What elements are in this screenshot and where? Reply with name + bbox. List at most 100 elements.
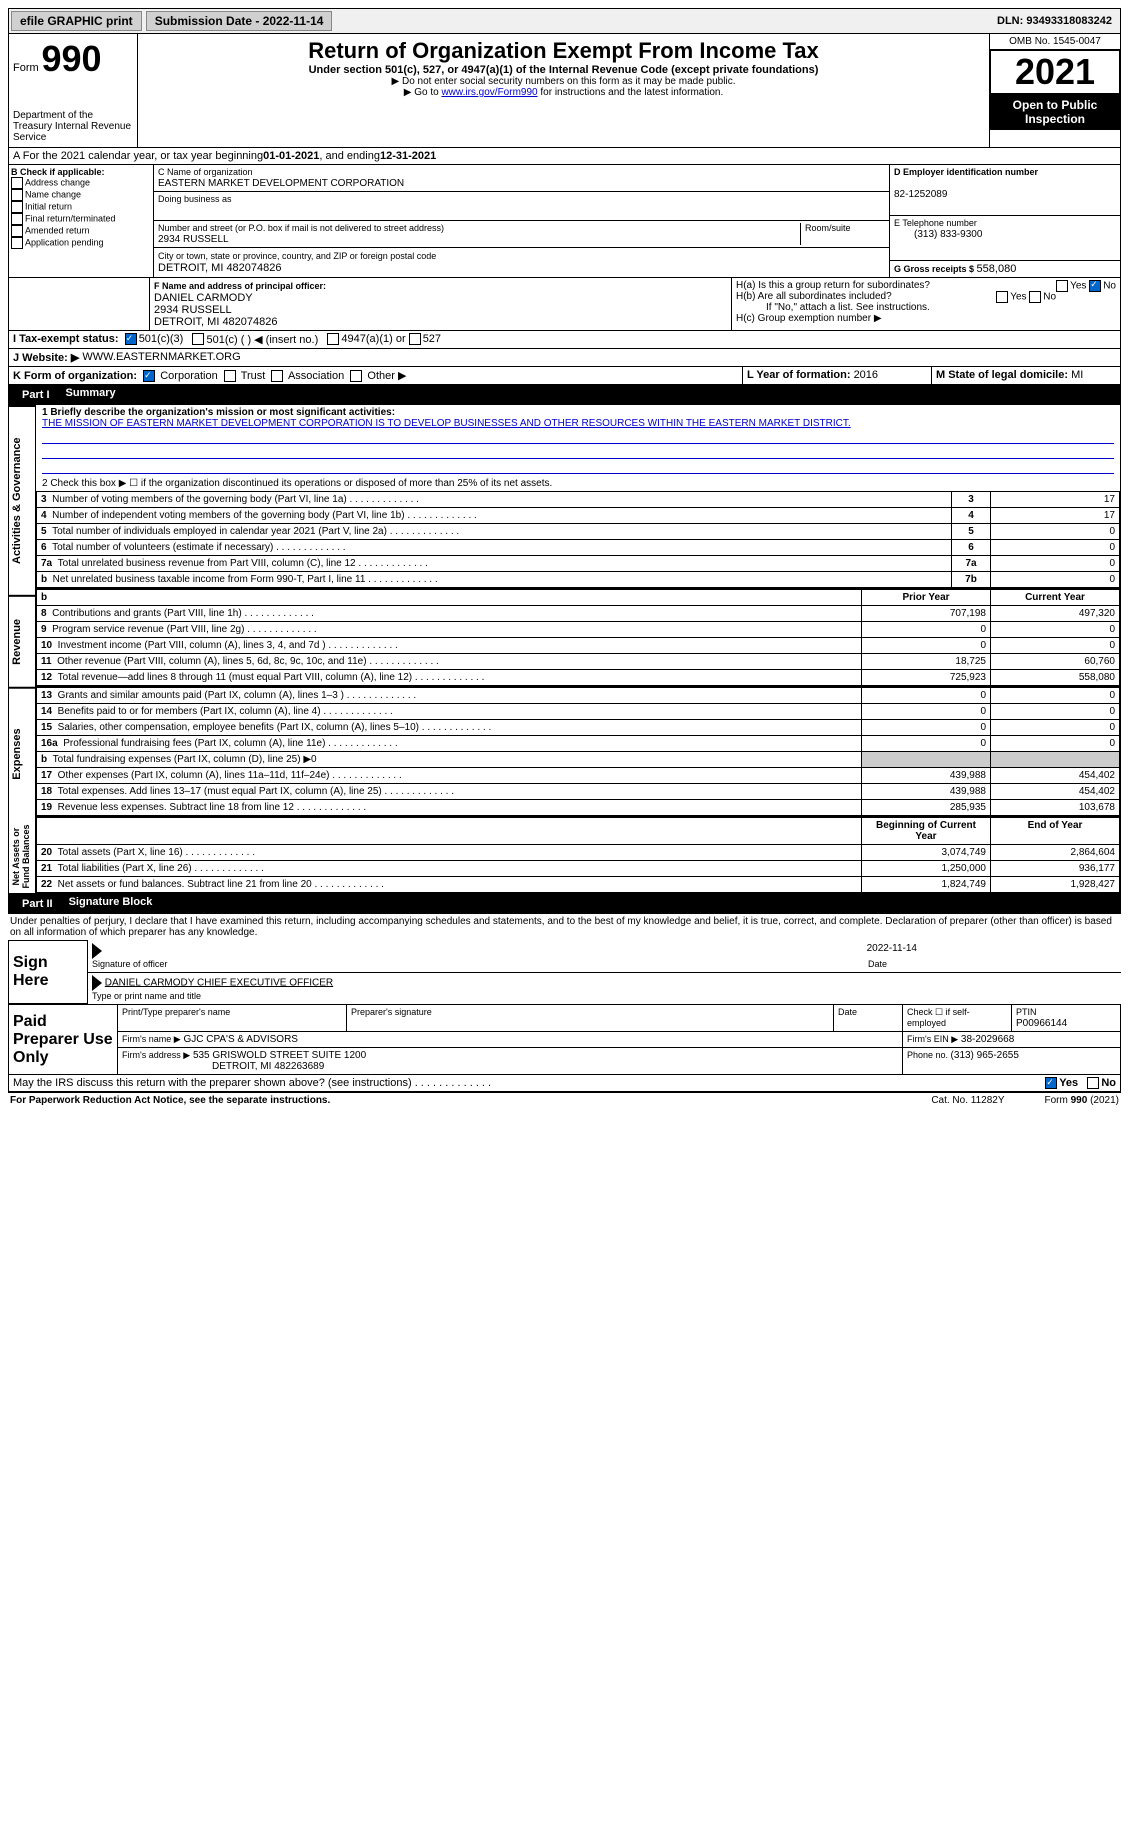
firm-addr2: DETROIT, MI 482263689 [122,1061,324,1072]
side-activities: Activities & Governance [9,405,35,595]
table-row: 4 Number of independent voting members o… [37,508,1120,524]
ptin-value: P00966144 [1016,1018,1067,1029]
footer-form: 990 [1071,1095,1088,1106]
state-domicile: MI [1071,369,1083,381]
side-revenue: Revenue [9,595,35,687]
checkbox-trust[interactable] [224,370,236,382]
governance-table: 3 Number of voting members of the govern… [36,491,1120,588]
hb-no[interactable] [1029,291,1041,303]
checkbox-application-pending[interactable] [11,237,23,249]
checkbox-other[interactable] [350,370,362,382]
checkbox-address-change[interactable] [11,177,23,189]
table-row: 12 Total revenue—add lines 8 through 11 … [37,670,1120,686]
date-label: Date [868,959,1117,969]
addr-label: Number and street (or P.O. box if mail i… [158,223,444,233]
checkbox-amended[interactable] [11,225,23,237]
checkbox-corporation[interactable] [143,370,155,382]
period-row: A For the 2021 calendar year, or tax yea… [8,148,1121,165]
officer-addr1: 2934 RUSSELL [154,304,232,316]
open-public-badge: Open to Public Inspection [990,94,1120,130]
part2-header: Part II Signature Block [8,894,1121,914]
discuss-yes[interactable] [1045,1077,1057,1089]
line1-label: 1 Briefly describe the organization's mi… [42,407,395,418]
checkbox-4947[interactable] [327,333,339,345]
omb-number: OMB No. 1545-0047 [990,34,1120,50]
efile-print-button[interactable]: efile GRAPHIC print [11,11,142,31]
side-net: Net Assets or Fund Balances [9,820,35,893]
dept-label: Department of the Treasury Internal Reve… [13,110,133,143]
checkbox-initial-return[interactable] [11,201,23,213]
sig-officer-label: Signature of officer [92,959,167,969]
ha-label: H(a) Is this a group return for subordin… [736,280,930,291]
table-row: 5 Total number of individuals employed i… [37,524,1120,540]
section-j-label: J Website: ▶ [13,351,79,364]
phone-label: E Telephone number [894,218,977,228]
officer-addr2: DETROIT, MI 482074826 [154,316,278,328]
tax-year: 2021 [990,50,1120,94]
table-row: 17 Other expenses (Part IX, column (A), … [37,768,1120,784]
website-url: WWW.EASTERNMARKET.ORG [82,351,240,364]
hc-label: H(c) Group exemption number ▶ [736,313,1116,324]
topbar: efile GRAPHIC print Submission Date - 20… [8,8,1121,34]
table-row: 13 Grants and similar amounts paid (Part… [37,687,1120,704]
gross-receipts-value: 558,080 [977,263,1017,275]
table-row: 8 Contributions and grants (Part VIII, l… [37,606,1120,622]
section-b-label: B Check if applicable: [11,167,105,177]
sign-here-label: Sign Here [13,954,49,989]
arrow-icon [92,975,102,991]
org-name: EASTERN MARKET DEVELOPMENT CORPORATION [158,178,404,189]
ha-yes[interactable] [1056,280,1068,292]
discuss-no[interactable] [1087,1077,1099,1089]
city-label: City or town, state or province, country… [158,251,436,261]
instruction-2: ▶ Go to www.irs.gov/Form990 for instruct… [142,87,985,98]
city-state-zip: DETROIT, MI 482074826 [158,262,282,274]
section-k-label: K Form of organization: [13,370,137,382]
table-row: 3 Number of voting members of the govern… [37,492,1120,508]
irs-link[interactable]: www.irs.gov/Form990 [441,87,537,98]
checkbox-association[interactable] [271,370,283,382]
ha-no[interactable] [1089,280,1101,292]
hb-label: H(b) Are all subordinates included? [736,291,892,302]
expenses-table: 13 Grants and similar amounts paid (Part… [36,686,1120,816]
submission-date-button[interactable]: Submission Date - 2022-11-14 [146,11,333,31]
table-row: 11 Other revenue (Part VIII, column (A),… [37,654,1120,670]
section-i-label: I Tax-exempt status: [13,333,119,346]
gross-receipts-label: G Gross receipts $ [894,264,977,274]
officer-block: F Name and address of principal officer:… [8,278,1121,331]
paperwork-notice: For Paperwork Reduction Act Notice, see … [10,1095,330,1106]
table-row: b Total fundraising expenses (Part IX, c… [37,752,1120,768]
cat-no: Cat. No. 11282Y [931,1095,1004,1106]
net-assets-table: Beginning of Current Year End of Year 20… [36,816,1120,893]
website-row: J Website: ▶ WWW.EASTERNMARKET.ORG [8,349,1121,367]
table-row: 22 Net assets or fund balances. Subtract… [37,877,1120,893]
table-row: 10 Investment income (Part VIII, column … [37,638,1120,654]
checkbox-name-change[interactable] [11,189,23,201]
arrow-icon [92,943,102,959]
dln-label: DLN: 93493318083242 [989,13,1120,29]
part1-header: Part I Summary [8,385,1121,405]
type-name-label: Type or print name and title [92,991,201,1001]
year-formation: 2016 [854,369,878,381]
part1-body: Activities & Governance Revenue Expenses… [8,405,1121,894]
table-row: b Net unrelated business taxable income … [37,572,1120,588]
table-row: 19 Revenue less expenses. Subtract line … [37,800,1120,816]
firm-name: GJC CPA'S & ADVISORS [183,1034,298,1045]
hb-yes[interactable] [996,291,1008,303]
form-title: Return of Organization Exempt From Incom… [142,38,985,64]
checkbox-501c3[interactable] [125,333,137,345]
room-label: Room/suite [805,223,851,233]
form-number: 990 [41,38,101,79]
form-label: Form [13,62,39,74]
checkbox-final-return[interactable] [11,213,23,225]
ein-value: 82-1252089 [894,189,947,200]
firm-phone: (313) 965-2655 [951,1050,1019,1061]
firm-ein: 38-2029668 [961,1034,1014,1045]
line2: 2 Check this box ▶ ☐ if the organization… [36,476,1120,491]
officer-printed-name: DANIEL CARMODY CHIEF EXECUTIVE OFFICER [105,977,333,988]
paid-preparer-label: Paid Preparer Use Only [13,1013,113,1066]
sig-date: 2022-11-14 [867,943,1117,954]
checkbox-527[interactable] [409,333,421,345]
discuss-row: May the IRS discuss this return with the… [8,1075,1121,1093]
checkbox-501c[interactable] [192,333,204,345]
footer-row: For Paperwork Reduction Act Notice, see … [8,1093,1121,1108]
